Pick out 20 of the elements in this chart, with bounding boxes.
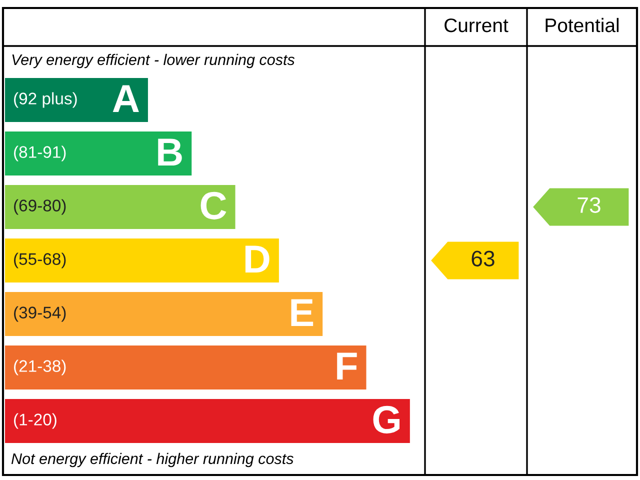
data-label: (92 plus) xyxy=(14,92,77,108)
data-label: (1-20) xyxy=(14,413,56,429)
category-label: F xyxy=(337,352,357,380)
text: 63 xyxy=(472,250,494,266)
category-label: C xyxy=(200,192,226,220)
text: 73 xyxy=(578,197,600,213)
data-label: (81-91) xyxy=(14,146,66,162)
text: Not energy efficient - higher running costs xyxy=(11,452,294,468)
data-label: (21-38) xyxy=(14,360,66,376)
category-label: B xyxy=(158,138,182,166)
category-label: A xyxy=(112,85,139,112)
text: Potential xyxy=(546,18,619,32)
data-label: (69-80) xyxy=(14,199,66,215)
text: Very energy efficient - lower running costs xyxy=(12,54,295,68)
category-label: E xyxy=(291,299,314,326)
text: Current xyxy=(444,18,508,32)
category-label: D xyxy=(245,246,270,273)
data-label: (55-68) xyxy=(14,252,66,268)
category-label: G xyxy=(373,406,400,434)
data-label: (39-54) xyxy=(14,306,66,322)
